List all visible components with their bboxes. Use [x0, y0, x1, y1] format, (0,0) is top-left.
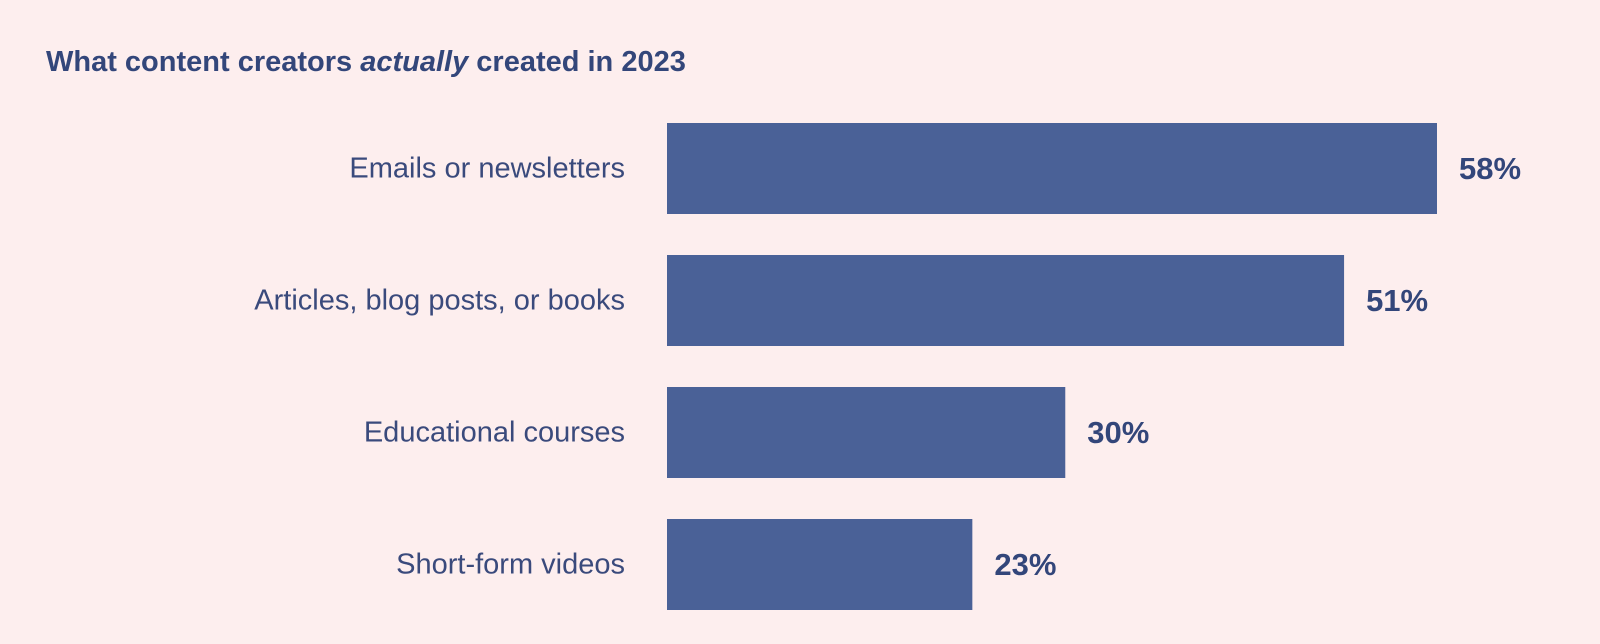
value-label-3: 23% [994, 547, 1056, 582]
category-label-3: Short-form videos [396, 549, 625, 581]
category-label-2: Educational courses [364, 417, 625, 449]
value-label-2: 30% [1087, 415, 1149, 450]
chart-title-emphasis: actually [360, 46, 469, 78]
chart-title: What content creators actually created i… [46, 46, 686, 79]
category-label-1: Articles, blog posts, or books [254, 285, 625, 317]
bar-1 [667, 255, 1345, 346]
bar-2 [667, 387, 1066, 478]
bar-0 [667, 123, 1437, 214]
value-label-0: 58% [1459, 151, 1521, 186]
value-label-1: 51% [1366, 283, 1428, 318]
chart-title-prefix: What content creators [46, 46, 361, 78]
category-label-0: Emails or newsletters [349, 153, 625, 185]
bar-3 [667, 519, 973, 610]
chart-title-suffix: created in 2023 [468, 46, 686, 78]
